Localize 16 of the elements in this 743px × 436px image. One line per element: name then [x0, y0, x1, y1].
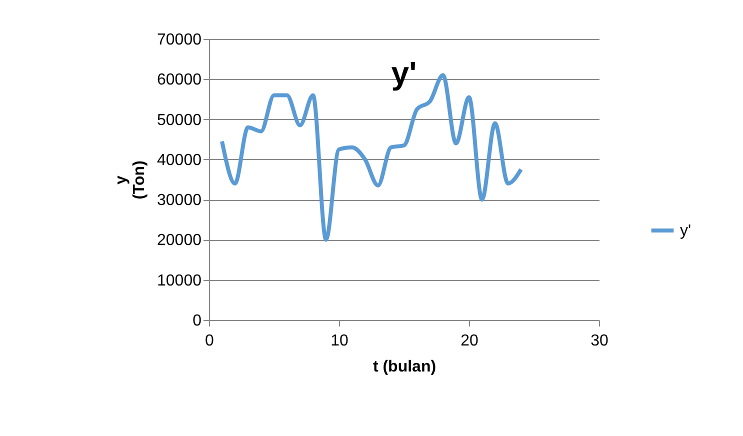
y-tick-label: 30000: [157, 192, 202, 210]
x-tick-label: 10: [330, 332, 348, 350]
y-tick-label: 10000: [157, 272, 202, 290]
legend-label: y': [680, 222, 692, 240]
x-tick-label: 20: [460, 332, 478, 350]
x-tick-label: 0: [205, 332, 214, 350]
y-tick-label: 50000: [157, 112, 202, 129]
y-axis-title: y (Ton): [113, 160, 148, 200]
x-tick-label: 30: [590, 332, 608, 350]
y-tick-label: 70000: [157, 32, 202, 48]
y-tick-label: 20000: [157, 232, 202, 250]
x-axis-title: t (bulan): [372, 358, 436, 376]
y-tick-label: 60000: [157, 72, 202, 89]
y-tick-label: 0: [192, 312, 202, 330]
y-tick-label: 40000: [157, 152, 202, 169]
text: y': [391, 55, 417, 91]
